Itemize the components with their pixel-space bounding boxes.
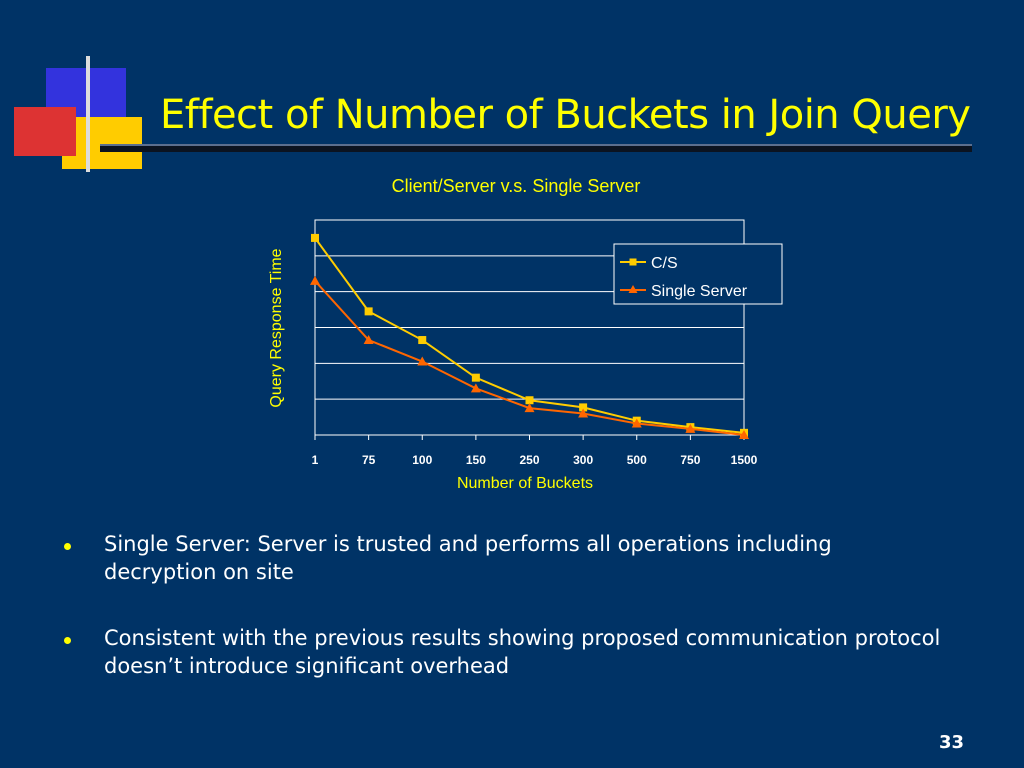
series-single-server [310,275,749,439]
legend-item-single-server: Single Server [620,283,748,300]
bullet-list: Single Server: Server is trusted and per… [64,530,944,680]
bullet-item: Consistent with the previous results sho… [64,624,944,680]
x-tick-label: 150 [466,453,486,467]
legend: C/S Single Server [613,243,783,305]
data-point [310,275,320,285]
y-axis-label: Query Response Time [268,248,285,407]
chart-title: Client/Server v.s. Single Server [392,176,641,196]
data-point [417,356,428,366]
data-point [311,233,319,242]
x-tick-label: 300 [573,453,593,467]
data-point [525,396,534,405]
x-tick-label: 500 [627,453,647,467]
legend-cs-marker [629,258,637,266]
title-rule [100,146,972,152]
legend-cs-label: C/S [651,255,678,272]
x-tick-label: 250 [519,453,539,467]
x-tick-label: 1 [312,453,319,467]
x-tick-labels: 1 75 100 150 250 300 500 750 1500 [312,435,758,467]
data-point [631,418,642,428]
data-point [471,373,480,382]
logo-red-square [14,107,76,156]
data-point [418,336,427,345]
legend-box [613,243,783,305]
data-point [579,403,588,412]
x-axis-label: Number of Buckets [457,475,593,492]
data-point [578,408,589,418]
line-chart: Client/Server v.s. Single Server 1 75 100 1… [268,176,783,492]
title-rule-highlight [100,144,972,146]
bullet-text: Consistent with the previous results sho… [104,626,941,678]
page-number: 33 [938,732,964,753]
series-layer [310,233,749,439]
decorative-logo [14,56,142,172]
x-tick-label: 75 [362,453,376,467]
x-tick-label: 750 [680,453,700,467]
data-point [364,307,373,316]
data-point [685,423,696,433]
bullet-dot [64,637,71,644]
bullet-dot [64,543,71,550]
legend-item-cs: C/S [620,255,678,272]
x-tick-label: 100 [412,453,432,467]
bullet-item: Single Server: Server is trusted and per… [64,530,944,586]
legend-single-label: Single Server [651,283,748,300]
data-point [470,383,481,393]
data-point [524,403,535,413]
slide-title: Effect of Number of Buckets in Join Quer… [160,92,971,138]
data-point [739,430,749,439]
legend-single-marker [628,285,638,293]
x-tick-label: 1500 [731,453,758,467]
data-point [363,335,374,345]
logo-vertical-line [86,56,90,172]
bullet-text: Single Server: Server is trusted and per… [104,532,832,584]
